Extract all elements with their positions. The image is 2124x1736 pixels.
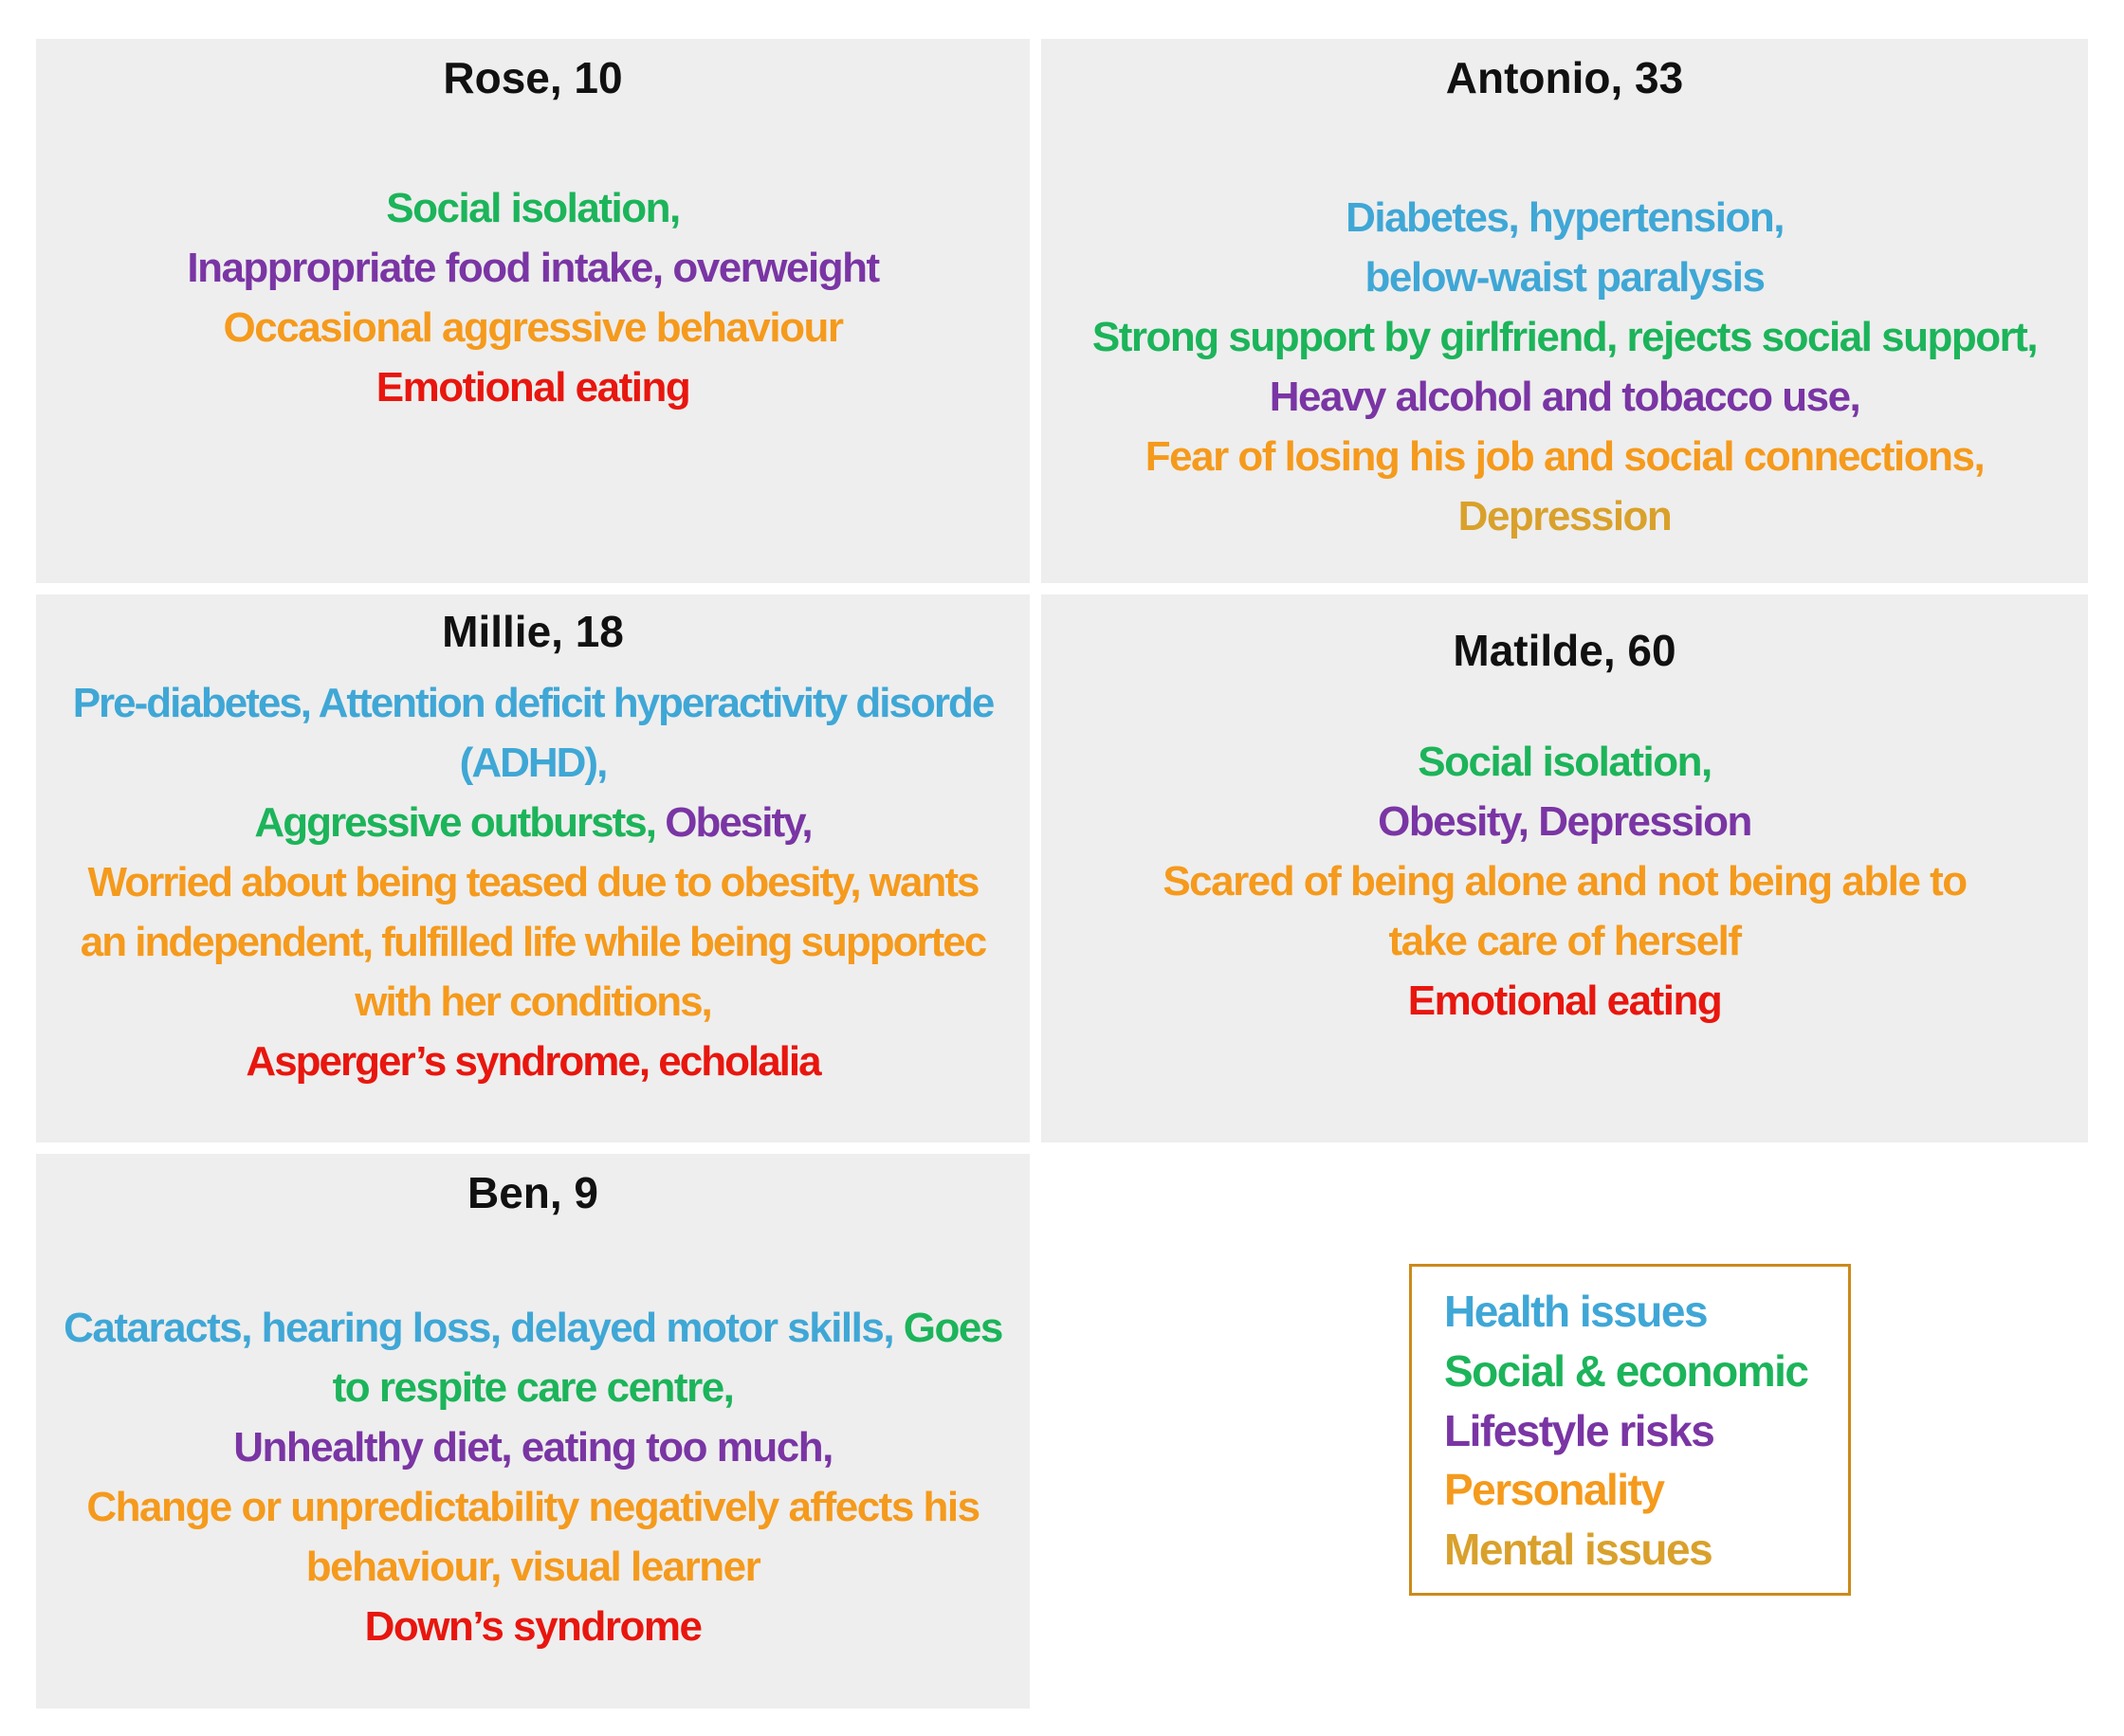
millie-health-line-1: Pre-diabetes, Attention deficit hyperact… — [72, 680, 996, 726]
antonio-lifestyle-line: Heavy alcohol and tobacco use, — [1269, 374, 1861, 420]
millie-personality-line-1: Worried about being teased due to obesit… — [87, 859, 980, 905]
matilde-personality-line-1: Scared of being alone and not being able… — [1163, 858, 1968, 905]
ben-attributes: Cataracts, hearing loss, delayed motor s… — [36, 1298, 1030, 1656]
panel-antonio: Antonio, 33 Diabetes, hypertension, belo… — [1041, 39, 2088, 583]
matilde-personality-line-2: take care of herself — [1388, 918, 1742, 964]
millie-personality-line-2: an independent, fulfilled life while bei… — [80, 919, 988, 965]
panel-matilde: Matilde, 60 Social isolation, Obesity, D… — [1041, 594, 2088, 1142]
millie-social-text: Aggressive outbursts, — [254, 799, 657, 846]
color-legend: Health issues Social & economic Lifestyl… — [1409, 1264, 1851, 1596]
millie-social-lifestyle-line: Aggressive outbursts, Obesity, — [36, 793, 1030, 852]
panel-millie: Millie, 18 Pre-diabetes, Attention defic… — [36, 594, 1030, 1142]
antonio-mental-line: Depression — [1457, 493, 1673, 539]
legend-mental: Mental issues — [1444, 1525, 1713, 1574]
matilde-mental-line: Emotional eating — [1407, 978, 1723, 1024]
millie-mental-line: Asperger’s syndrome, echolalia — [246, 1038, 821, 1085]
rose-lifestyle-line: Inappropriate food intake, overweight — [187, 245, 880, 291]
rose-social-line: Social isolation, — [386, 185, 681, 231]
antonio-personality-line: Fear of losing his job and social connec… — [1144, 433, 1986, 480]
antonio-health-line-2: below-waist paralysis — [1364, 254, 1766, 301]
ben-lifestyle-line: Unhealthy diet, eating too much, — [233, 1424, 833, 1471]
panel-ben: Ben, 9 Cataracts, hearing loss, delayed … — [36, 1154, 1030, 1709]
millie-health-line-2: (ADHD), — [459, 740, 609, 786]
millie-attributes: Pre-diabetes, Attention deficit hyperact… — [36, 673, 1030, 1091]
antonio-attributes: Diabetes, hypertension, below-waist para… — [1041, 188, 2088, 546]
panel-rose: Rose, 10 Social isolation, Inappropriate… — [36, 39, 1030, 583]
ben-social-text: Goes — [903, 1305, 1004, 1351]
antonio-health-line-1: Diabetes, hypertension, — [1346, 194, 1785, 241]
matilde-social-line: Social isolation, — [1418, 739, 1712, 785]
ben-personality-line-2: behaviour, visual learner — [305, 1544, 761, 1590]
matilde-attributes: Social isolation, Obesity, Depression Sc… — [1041, 732, 2088, 1031]
rose-mental-line: Emotional eating — [375, 364, 691, 411]
legend-social: Social & economic — [1444, 1346, 1809, 1396]
persona-name-millie: Millie, 18 — [442, 607, 624, 656]
persona-name-antonio: Antonio, 33 — [1445, 53, 1684, 102]
legend-health: Health issues — [1444, 1287, 1709, 1336]
ben-health-text: Cataracts, hearing loss, delayed motor s… — [64, 1305, 894, 1351]
ben-mental-line: Down’s syndrome — [364, 1603, 703, 1650]
persona-name-matilde: Matilde, 60 — [1453, 626, 1676, 675]
matilde-lifestyle-line: Obesity, Depression — [1378, 798, 1752, 845]
ben-social-line: to respite care centre, — [332, 1364, 735, 1411]
rose-attributes: Social isolation, Inappropriate food int… — [36, 178, 1030, 417]
rose-personality-line: Occasional aggressive behaviour — [223, 304, 844, 351]
millie-personality-line-3: with her conditions, — [355, 978, 713, 1025]
legend-personality: Personality — [1444, 1465, 1665, 1514]
persona-name-ben: Ben, 9 — [467, 1168, 599, 1217]
persona-name-rose: Rose, 10 — [443, 53, 623, 102]
legend-lifestyle: Lifestyle risks — [1444, 1406, 1715, 1455]
millie-lifestyle-text: Obesity, — [665, 799, 813, 846]
ben-health-social-line: Cataracts, hearing loss, delayed motor s… — [36, 1298, 1030, 1358]
ben-personality-line-1: Change or unpredictability negatively af… — [86, 1484, 980, 1530]
antonio-social-line: Strong support by girlfriend, rejects so… — [1091, 314, 2039, 360]
